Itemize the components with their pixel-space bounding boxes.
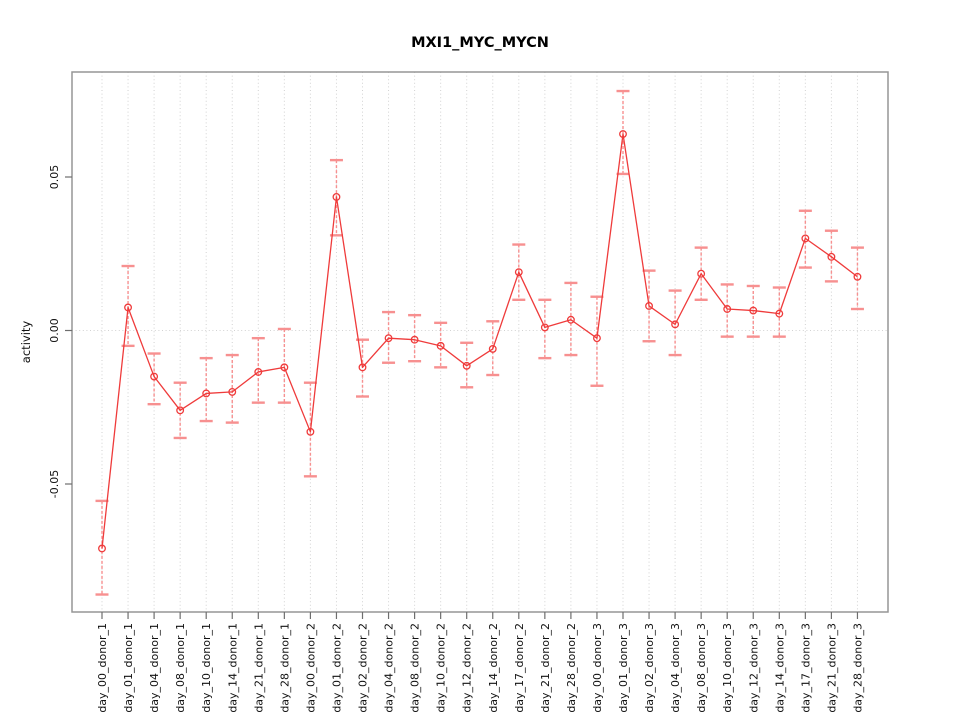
data-point-marker [697,269,706,278]
x-tick-label: day_01_donor_2 [330,623,343,713]
x-tick-label: day_10_donor_1 [200,623,213,713]
data-point-marker [619,130,627,138]
x-tick-label: day_08_donor_3 [695,623,708,713]
data-point-marker [671,320,680,329]
data-point-marker [280,363,289,372]
axes-layer: day_00_donor_1 day_01_donor_1 day_04_donor… [48,71,889,713]
data-point-marker [254,367,263,376]
x-tick-label: day_17_donor_2 [513,623,526,713]
grid-layer [72,72,888,612]
data-point-marker [98,544,106,553]
x-tick-label: day_04_donor_2 [383,623,396,713]
data-point-marker [202,389,211,398]
x-tick-label: day_00_donor_2 [304,623,317,713]
data-point-marker [566,315,575,324]
data-point-marker [150,372,159,381]
data-point-marker [540,323,549,332]
y-axis-label: activity [19,321,33,364]
x-tick-label: day_04_donor_3 [669,623,682,713]
data-point-marker [384,334,393,343]
x-tick-label: day_17_donor_3 [799,623,812,713]
series-line [101,133,858,549]
data-point-marker [228,387,237,396]
x-tick-label: day_08_donor_2 [409,623,422,713]
x-tick-label: day_21_donor_3 [825,623,838,713]
x-tick-label: day_14_donor_1 [226,623,239,713]
series-layer [98,130,862,553]
data-point-marker [775,309,784,318]
x-tick-label: day_12_donor_3 [747,623,760,713]
error-bars-layer [95,89,864,596]
x-tick-label: day_01_donor_3 [617,623,630,713]
data-point-marker [827,252,836,261]
y-tick-label: 0.05 [48,165,61,190]
x-tick-label: day_02_donor_3 [643,623,656,713]
data-point-marker [488,344,497,353]
data-point-marker [749,306,758,315]
x-tick-label: day_10_donor_3 [721,623,734,713]
plot-border [71,71,889,613]
x-tick-label: day_01_donor_1 [122,623,135,713]
y-tick-label: 0.00 [48,318,61,343]
x-tick-label: day_14_donor_3 [773,623,786,713]
x-tick-label: day_12_donor_2 [461,623,474,713]
x-tick-label: day_28_donor_3 [851,623,864,713]
x-tick-label: day_04_donor_1 [148,623,161,713]
data-point-marker [723,305,732,313]
x-tick-label: day_00_donor_3 [591,623,604,713]
chart-title: MXI1_MYC_MYCN [411,35,549,51]
x-tick-label: day_00_donor_1 [96,623,109,713]
y-tick-label: -0.05 [48,470,61,498]
data-point-marker [514,268,523,277]
data-point-marker [410,335,419,344]
data-point-marker [176,406,185,415]
data-point-marker [306,427,315,436]
data-point-marker [853,272,862,281]
x-tick-label: day_21_donor_2 [539,623,552,713]
data-point-marker [593,334,601,343]
x-tick-label: day_21_donor_1 [252,623,265,713]
data-point-marker [801,234,810,243]
x-tick-label: day_14_donor_2 [487,623,500,713]
data-point-marker [358,363,367,372]
x-tick-label: day_28_donor_1 [278,623,291,713]
x-tick-label: day_02_donor_2 [357,623,370,713]
data-point-marker [332,193,341,201]
data-point-marker [645,301,653,310]
x-tick-label: day_10_donor_2 [435,623,448,713]
data-point-marker [436,341,445,350]
data-point-marker [124,303,132,312]
x-tick-label: day_28_donor_2 [565,623,578,713]
data-point-marker [462,361,471,370]
x-tick-label: day_08_donor_1 [174,623,187,713]
